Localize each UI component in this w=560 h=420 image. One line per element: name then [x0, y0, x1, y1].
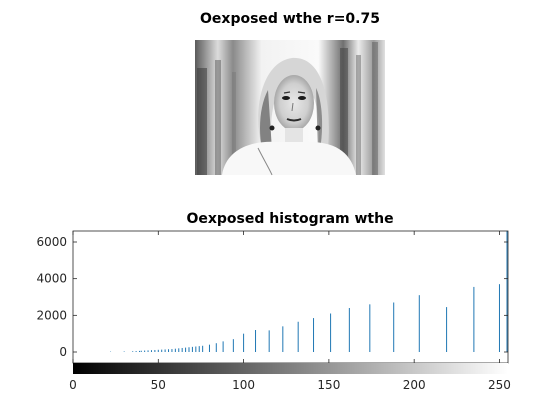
- x-tick-label: 100: [232, 378, 255, 392]
- y-tick-label: 0: [59, 345, 67, 359]
- histogram-bars: [110, 231, 508, 352]
- x-tick-label: 150: [317, 378, 340, 392]
- grayscale-colorbar: [73, 363, 508, 374]
- image-title: Oexposed wthe r=0.75: [200, 11, 380, 27]
- x-axis-ticks: 0 50 100 150 200 250: [69, 231, 511, 392]
- histogram-axes: 0 2000 4000 6000: [36, 230, 509, 364]
- x-tick-label: 0: [69, 378, 77, 392]
- x-tick-label: 250: [488, 378, 511, 392]
- y-tick-label: 6000: [36, 235, 67, 249]
- y-tick-label: 4000: [36, 272, 67, 286]
- x-tick-label: 50: [151, 378, 166, 392]
- histogram-title: Oexposed histogram wthe: [186, 211, 393, 227]
- y-axis-ticks: 0 2000 4000 6000: [36, 235, 508, 359]
- x-tick-label: 200: [403, 378, 426, 392]
- portrait-image: [195, 40, 385, 176]
- plot-area: [73, 231, 508, 363]
- y-tick-label: 2000: [36, 308, 67, 322]
